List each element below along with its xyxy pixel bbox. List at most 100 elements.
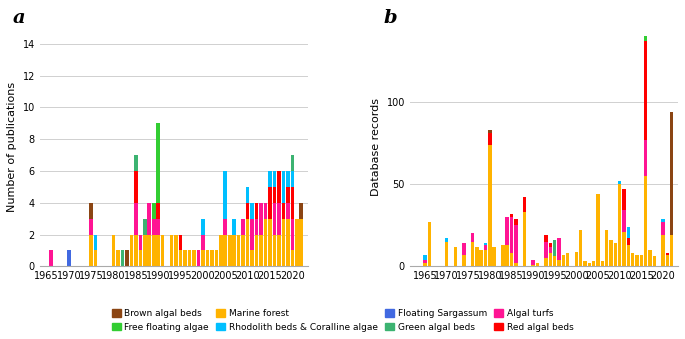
Bar [445, 238, 449, 242]
Bar [223, 235, 227, 266]
Bar [201, 251, 205, 266]
Bar [286, 187, 290, 203]
Bar [89, 219, 93, 235]
Bar [152, 203, 155, 219]
Bar [488, 145, 492, 266]
Bar [670, 235, 673, 266]
Bar [255, 235, 258, 266]
Bar [523, 197, 526, 212]
Bar [553, 257, 556, 266]
Bar [250, 251, 254, 266]
Bar [445, 242, 449, 266]
Bar [156, 219, 160, 235]
Bar [423, 263, 427, 266]
Bar [299, 219, 303, 266]
Bar [506, 245, 509, 266]
Bar [644, 176, 647, 266]
Bar [549, 243, 552, 246]
Bar [277, 203, 281, 235]
Bar [640, 255, 643, 266]
Bar [635, 255, 638, 266]
Bar [264, 203, 267, 219]
Bar [295, 219, 299, 266]
Bar [282, 219, 285, 266]
Bar [644, 140, 647, 176]
Bar [170, 235, 173, 266]
Bar [179, 251, 182, 266]
Bar [219, 235, 223, 266]
Bar [290, 219, 294, 251]
Bar [488, 133, 492, 145]
Bar [138, 251, 142, 266]
Bar [156, 235, 160, 266]
Bar [462, 255, 466, 266]
Bar [147, 235, 151, 266]
Bar [147, 203, 151, 235]
Text: b: b [383, 9, 397, 27]
Bar [479, 250, 483, 266]
Bar [584, 261, 587, 266]
Bar [558, 238, 561, 260]
Bar [644, 41, 647, 140]
Bar [246, 203, 249, 219]
Bar [532, 260, 535, 265]
Bar [299, 203, 303, 219]
Bar [197, 251, 200, 266]
Bar [601, 261, 604, 266]
Bar [206, 251, 209, 266]
Bar [138, 235, 142, 251]
Bar [183, 251, 187, 266]
Bar [286, 203, 290, 219]
Y-axis label: Database records: Database records [371, 98, 381, 196]
Bar [228, 235, 232, 266]
Bar [232, 235, 236, 266]
Bar [510, 217, 513, 253]
Bar [268, 187, 272, 219]
Bar [423, 255, 427, 260]
Bar [627, 227, 630, 238]
Bar [223, 219, 227, 235]
Bar [246, 187, 249, 203]
Bar [631, 253, 634, 266]
Bar [622, 232, 625, 266]
Bar [125, 251, 129, 266]
Bar [121, 251, 124, 266]
Bar [423, 260, 427, 263]
Bar [255, 203, 258, 219]
Bar [545, 242, 548, 258]
Bar [670, 112, 673, 235]
Bar [514, 263, 518, 266]
Bar [112, 235, 115, 266]
Bar [67, 251, 71, 266]
Bar [277, 235, 281, 266]
Bar [143, 219, 147, 235]
Bar [588, 263, 591, 266]
Bar [644, 36, 647, 41]
Bar [273, 171, 276, 187]
Text: a: a [13, 9, 25, 27]
Bar [462, 243, 466, 255]
Bar [622, 189, 625, 211]
Bar [286, 219, 290, 266]
Bar [94, 251, 97, 266]
Bar [488, 130, 492, 133]
Bar [484, 243, 487, 245]
Y-axis label: Number of publications: Number of publications [7, 82, 17, 212]
Bar [156, 123, 160, 203]
Bar [250, 219, 254, 251]
Bar [290, 155, 294, 171]
Bar [129, 235, 133, 266]
Bar [264, 219, 267, 266]
Bar [661, 222, 664, 235]
Bar [255, 219, 258, 235]
Bar [562, 255, 565, 266]
Bar [277, 171, 281, 203]
Bar [484, 250, 487, 266]
Bar [653, 257, 656, 266]
Bar [614, 243, 617, 266]
Bar [282, 203, 285, 219]
Bar [618, 181, 621, 184]
Bar [661, 235, 664, 266]
Bar [290, 251, 294, 266]
Bar [471, 242, 474, 266]
